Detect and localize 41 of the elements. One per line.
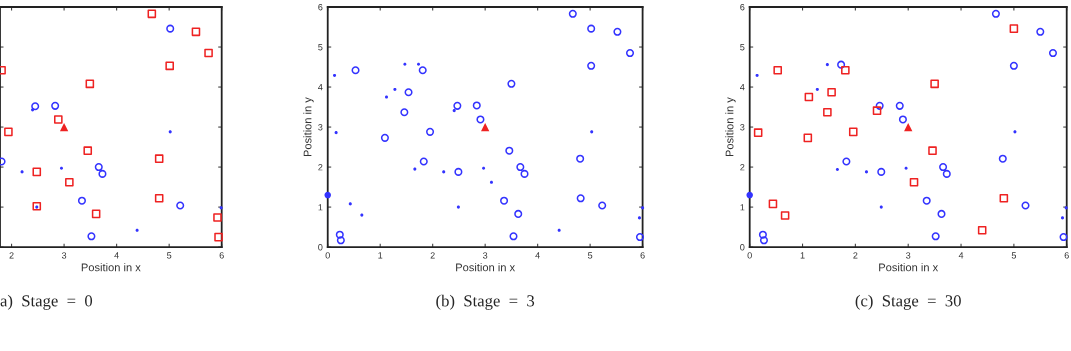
y-tick-label: 6 (318, 3, 323, 11)
y-tick-label: 5 (740, 44, 745, 51)
y-tick-label: 3 (318, 124, 323, 131)
y-tick-label: 2 (318, 164, 323, 171)
text: a) Stage = 0 (0, 294, 93, 310)
y-tick-label: 4 (740, 84, 745, 91)
x-tick-label: 4 (535, 252, 540, 259)
x-tick-label: 6 (219, 252, 224, 259)
y-tick-label: 3 (740, 124, 745, 131)
x-tick-label: 5 (1011, 252, 1017, 259)
x-tick-label: 2 (430, 252, 435, 259)
x-tick-label: 2 (853, 252, 858, 259)
x-tick-label: 4 (114, 252, 119, 259)
x-tick-label: 0 (325, 252, 330, 259)
y-tick-label: 4 (318, 84, 323, 91)
x-tick-label: 3 (906, 252, 911, 259)
y-tick-label: 2 (740, 164, 745, 171)
x-axis-title: Position in x (879, 263, 939, 272)
y-tick-label: 1 (740, 204, 745, 211)
y-tick-label: 5 (318, 44, 323, 51)
x-tick-label: 4 (958, 252, 964, 259)
text: (c) Stage = 30 (855, 294, 961, 310)
x-tick-label: 1 (378, 252, 383, 259)
x-axis-title: Position in x (456, 263, 515, 272)
y-tick-label: 0 (740, 244, 745, 251)
y-tick-label: 0 (318, 244, 323, 251)
x-tick-label: 5 (167, 252, 172, 259)
y-tick-label: 6 (740, 3, 745, 11)
x-tick-label: 6 (640, 252, 645, 259)
y-axis-title: Position in y (303, 97, 314, 157)
x-tick-label: 5 (587, 252, 593, 259)
x-axis-title: Position in x (81, 263, 141, 272)
x-tick-label: 0 (747, 252, 752, 259)
x-tick-label: 3 (61, 252, 67, 259)
x-tick-label: 1 (800, 252, 805, 259)
y-axis-title: Position in y (725, 97, 736, 157)
y-tick-label: 1 (318, 204, 323, 211)
x-tick-label: 3 (483, 252, 488, 259)
x-tick-label: 2 (9, 252, 14, 259)
text: (b) Stage = 3 (436, 294, 535, 310)
x-tick-label: 6 (1064, 252, 1069, 259)
